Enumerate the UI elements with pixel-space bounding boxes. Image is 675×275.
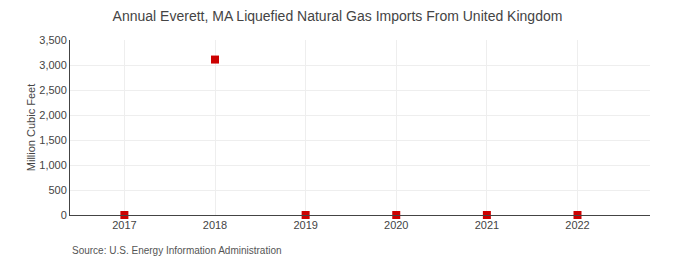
svg-text:1,000: 1,000 (39, 159, 67, 171)
svg-text:500: 500 (48, 184, 66, 196)
svg-text:3,000: 3,000 (39, 59, 67, 71)
svg-text:0: 0 (61, 209, 67, 221)
svg-text:2019: 2019 (293, 219, 317, 231)
svg-text:1,500: 1,500 (39, 134, 67, 146)
svg-text:2017: 2017 (112, 219, 136, 231)
svg-text:Million Cubic Feet: Million Cubic Feet (25, 84, 37, 171)
svg-text:2022: 2022 (565, 219, 589, 231)
svg-text:2,000: 2,000 (39, 109, 67, 121)
svg-text:Annual Everett, MA Liquefied N: Annual Everett, MA Liquefied Natural Gas… (113, 8, 563, 24)
svg-text:2018: 2018 (203, 219, 227, 231)
svg-text:2020: 2020 (384, 219, 408, 231)
svg-text:Source: U.S. Energy Informatio: Source: U.S. Energy Information Administ… (72, 245, 282, 256)
svg-text:3,500: 3,500 (39, 34, 67, 46)
svg-text:2021: 2021 (475, 219, 499, 231)
svg-text:2,500: 2,500 (39, 84, 67, 96)
